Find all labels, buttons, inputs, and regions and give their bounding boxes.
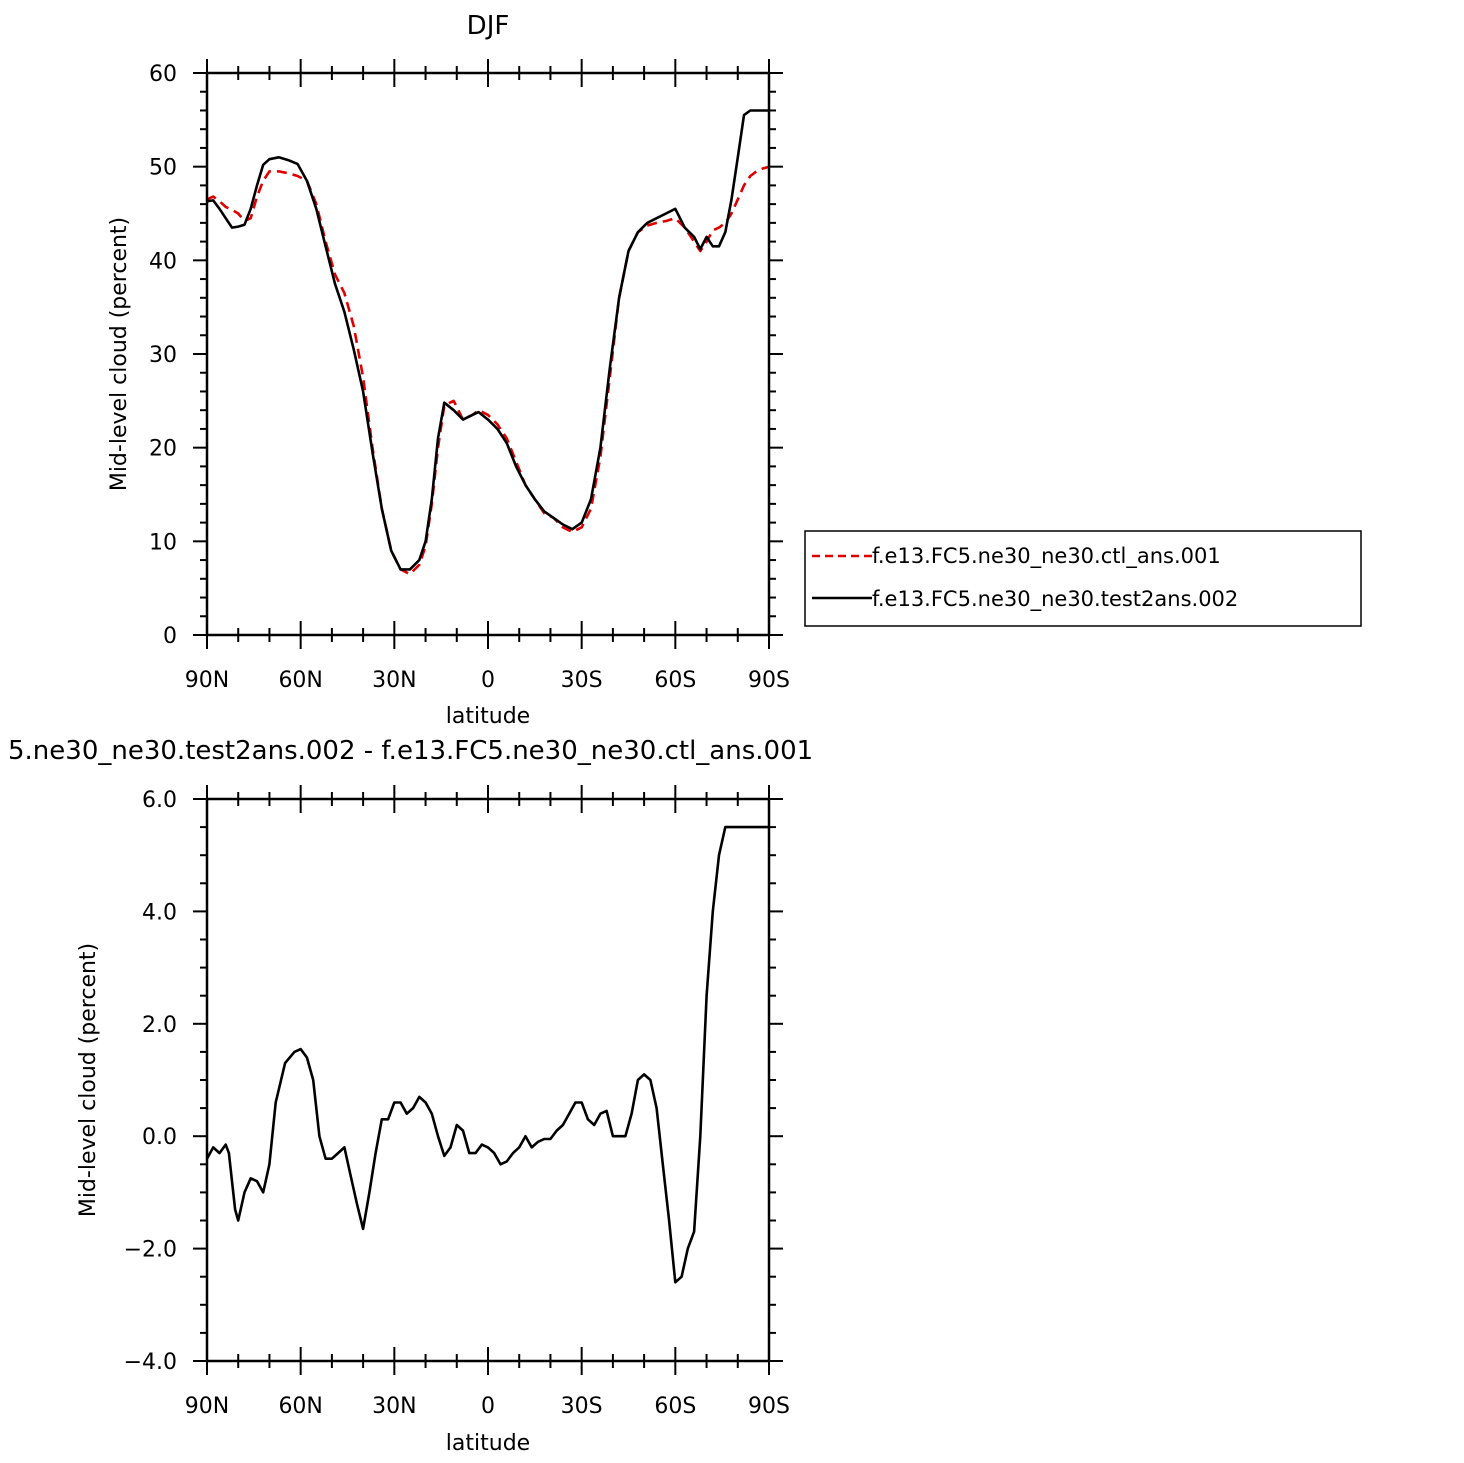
top-x-tick-label: 90N (185, 668, 229, 693)
bottom-x-tick-label: 60S (654, 1394, 696, 1419)
bottom-y-axis-label: Mid-level cloud (percent) (76, 943, 101, 1217)
top-y-tick-label: 30 (149, 343, 177, 368)
top-y-tick-label: 10 (149, 530, 177, 555)
bottom-y-tick-label: 4.0 (142, 900, 177, 925)
bottom-x-tick-label: 0 (481, 1394, 495, 1419)
top-plot-frame (205, 71, 771, 637)
top-x-tick-label: 60N (278, 668, 322, 693)
bottom-x-tick-label: 60N (278, 1394, 322, 1419)
top-y-tick-label: 60 (149, 62, 177, 87)
top-x-tick-label: 30S (561, 668, 603, 693)
bottom-x-axis-label: latitude (446, 1431, 530, 1456)
top-ticks: 90N 60N 30N 0 30S 60S 90S 0 10 20 30 40 50 60 (149, 59, 790, 693)
top-panel: DJF 90N 60N 30N 0 30S 60S 90S 0 10 20 30 40 50 60 lat… (107, 11, 790, 729)
top-x-tick-label: 60S (654, 668, 696, 693)
top-series-lines (206, 109, 770, 576)
bottom-x-tick-label: 30N (372, 1394, 416, 1419)
bottom-series-lines (205, 825, 769, 1284)
legend-label-ctl: f.e13.FC5.ne30_ne30.ctl_ans.001 (872, 544, 1221, 569)
legend: f.e13.FC5.ne30_ne30.ctl_ans.001 f.e13.FC… (804, 530, 1362, 627)
top-y-tick-label: 20 (149, 437, 177, 462)
top-y-tick-label: 40 (149, 249, 177, 274)
bottom-y-tick-label: 0.0 (142, 1125, 177, 1150)
top-x-axis-label: latitude (446, 704, 530, 729)
bottom-chart-title: 5.ne30_ne30.test2ans.002 - f.e13.FC5.ne3… (8, 736, 813, 766)
top-chart-title: DJF (467, 11, 510, 41)
bottom-y-tick-label: 2.0 (142, 1013, 177, 1038)
top-series-line-0 (206, 165, 770, 576)
top-y-axis-label: Mid-level cloud (percent) (107, 217, 132, 491)
bottom-series-line-0 (205, 825, 769, 1284)
bottom-x-tick-label: 30S (561, 1394, 603, 1419)
bottom-y-tick-label: −4.0 (124, 1350, 177, 1375)
top-y-tick-label: 0 (163, 624, 177, 649)
top-x-tick-label: 30N (372, 668, 416, 693)
top-y-tick-label: 50 (149, 156, 177, 181)
legend-label-test: f.e13.FC5.ne30_ne30.test2ans.002 (872, 587, 1238, 612)
bottom-x-tick-label: 90N (185, 1394, 229, 1419)
bottom-panel: 5.ne30_ne30.test2ans.002 - f.e13.FC5.ne3… (8, 736, 813, 1456)
top-x-tick-label: 90S (748, 668, 790, 693)
bottom-ticks: 90N 60N 30N 0 30S 60S 90S −4.0 −2.0 0.0 2.0 4.0 6.0 (124, 785, 790, 1419)
bottom-plot-frame (205, 797, 771, 1363)
bottom-x-tick-label: 90S (748, 1394, 790, 1419)
bottom-y-tick-label: −2.0 (124, 1238, 177, 1263)
bottom-y-tick-label: 6.0 (142, 788, 177, 813)
top-series-line-1 (206, 109, 769, 571)
legend-box (804, 530, 1362, 627)
top-x-tick-label: 0 (481, 668, 495, 693)
